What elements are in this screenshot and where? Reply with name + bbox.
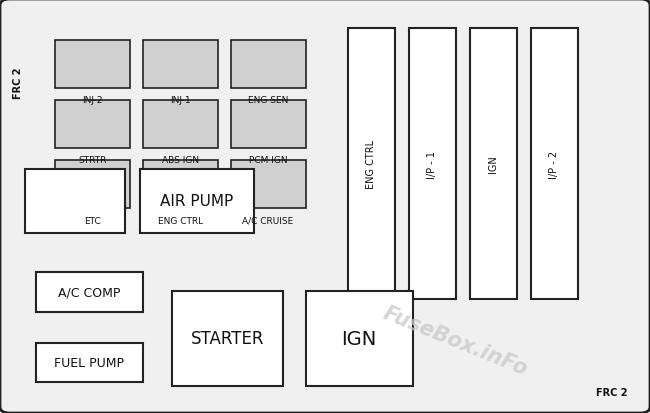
FancyBboxPatch shape: [172, 291, 283, 386]
Text: I/P - 2: I/P - 2: [549, 150, 560, 178]
FancyBboxPatch shape: [55, 161, 130, 209]
Text: FRC 2: FRC 2: [596, 387, 627, 397]
FancyBboxPatch shape: [409, 29, 456, 299]
Text: A/C CRUISE: A/C CRUISE: [242, 216, 294, 225]
FancyBboxPatch shape: [231, 41, 306, 89]
FancyBboxPatch shape: [55, 101, 130, 149]
Text: FUEL PUMP: FUEL PUMP: [55, 356, 124, 369]
Text: FRC 2: FRC 2: [13, 67, 23, 98]
Text: PCM IGN: PCM IGN: [249, 156, 287, 165]
FancyBboxPatch shape: [231, 161, 306, 209]
Text: INJ-1: INJ-1: [170, 96, 190, 105]
FancyBboxPatch shape: [36, 343, 143, 382]
FancyBboxPatch shape: [531, 29, 578, 299]
FancyBboxPatch shape: [55, 41, 130, 89]
FancyBboxPatch shape: [348, 29, 395, 299]
Text: AIR PUMP: AIR PUMP: [160, 194, 233, 209]
FancyBboxPatch shape: [470, 29, 517, 299]
Text: ENG CTRL: ENG CTRL: [158, 216, 203, 225]
FancyBboxPatch shape: [231, 101, 306, 149]
Text: STRTR: STRTR: [79, 156, 107, 165]
FancyBboxPatch shape: [143, 101, 218, 149]
Text: ETC: ETC: [84, 216, 101, 225]
Text: IGN: IGN: [488, 155, 499, 173]
FancyBboxPatch shape: [36, 273, 143, 312]
FancyBboxPatch shape: [143, 161, 218, 209]
Text: ABS IGN: ABS IGN: [162, 156, 199, 165]
Text: I/P - 1: I/P - 1: [427, 150, 437, 178]
Text: INJ-2: INJ-2: [83, 96, 103, 105]
Text: IGN: IGN: [341, 329, 377, 348]
FancyBboxPatch shape: [306, 291, 413, 386]
FancyBboxPatch shape: [140, 169, 254, 233]
Text: ENG SEN: ENG SEN: [248, 96, 289, 105]
Text: STARTER: STARTER: [190, 330, 265, 348]
FancyBboxPatch shape: [25, 169, 125, 233]
Text: FuseBox.inFo: FuseBox.inFo: [380, 303, 530, 379]
Text: A/C COMP: A/C COMP: [58, 286, 120, 299]
FancyBboxPatch shape: [143, 41, 218, 89]
Text: ENG CTRL: ENG CTRL: [366, 140, 376, 189]
